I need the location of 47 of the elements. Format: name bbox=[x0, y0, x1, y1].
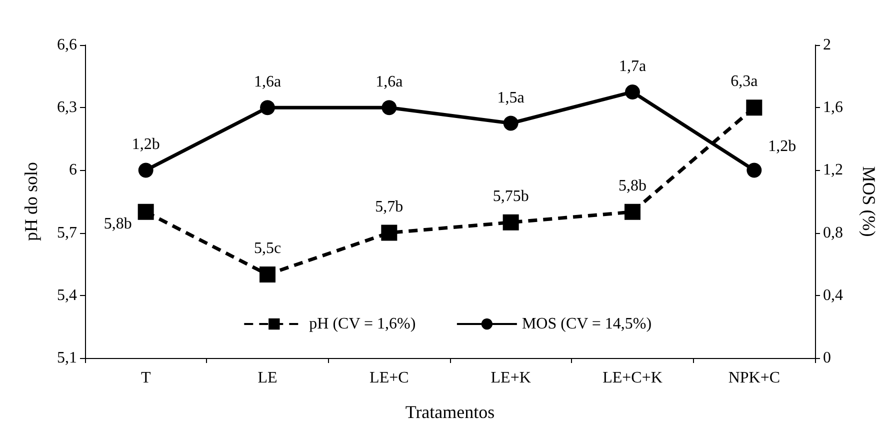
point bbox=[746, 100, 762, 116]
y2-tick-label: 2 bbox=[823, 36, 831, 54]
point bbox=[746, 162, 762, 178]
y2-tick-label: 1,6 bbox=[823, 99, 843, 116]
y2-tick-label: 1,2 bbox=[823, 162, 843, 179]
point bbox=[625, 84, 640, 100]
point bbox=[138, 204, 154, 220]
point bbox=[381, 224, 398, 241]
y-tick-label: 6,6 bbox=[57, 36, 77, 54]
y2-axis-title: MOS (%) bbox=[859, 166, 879, 237]
y2-tick-label: 0,4 bbox=[823, 286, 843, 304]
point bbox=[502, 214, 519, 230]
x-tick-label: T bbox=[140, 370, 151, 386]
data-label: 1,2b bbox=[132, 136, 160, 154]
x-tick-label: LE+C+K bbox=[602, 370, 663, 386]
data-label: 5,7b bbox=[375, 198, 404, 216]
x-axis-title: Tratamentos bbox=[405, 402, 495, 422]
point bbox=[260, 100, 275, 116]
point bbox=[138, 162, 154, 178]
data-label: 1,6a bbox=[254, 74, 282, 91]
point bbox=[260, 266, 276, 283]
y-tick-label: 5,4 bbox=[57, 286, 77, 304]
y-tick-label: 6 bbox=[69, 162, 77, 179]
data-label: 1,6a bbox=[376, 74, 403, 91]
y-tick-label: 5,7 bbox=[57, 224, 77, 242]
legend-label: MOS (CV = 14,5%) bbox=[522, 316, 652, 332]
point bbox=[382, 100, 397, 116]
data-label: 5,8b bbox=[104, 215, 132, 232]
data-label: 6,3a bbox=[730, 73, 758, 90]
data-label: 5,75b bbox=[492, 188, 529, 205]
data-label: 1,5a bbox=[497, 89, 524, 106]
y2-tick-label: 0 bbox=[823, 350, 831, 366]
y-tick-label: 5,1 bbox=[57, 350, 77, 366]
x-tick-label: LE+C bbox=[370, 370, 409, 386]
x-tick-label: LE bbox=[258, 370, 278, 386]
legend-label: pH (CV = 1,6%) bbox=[309, 316, 416, 332]
point bbox=[624, 204, 640, 220]
x-tick-label: NPK+C bbox=[728, 370, 780, 386]
y-tick-label: 6,3 bbox=[57, 99, 77, 116]
data-label: 5,5c bbox=[254, 240, 282, 258]
point bbox=[503, 116, 518, 131]
data-label: 1,2b bbox=[768, 138, 796, 156]
data-label: 5,8b bbox=[618, 177, 646, 194]
y-axis-title: pH do solo bbox=[21, 162, 41, 242]
x-tick-label: LE+K bbox=[490, 370, 532, 386]
y2-tick-label: 0,8 bbox=[823, 224, 843, 242]
data-label: 1,7a bbox=[618, 58, 646, 75]
